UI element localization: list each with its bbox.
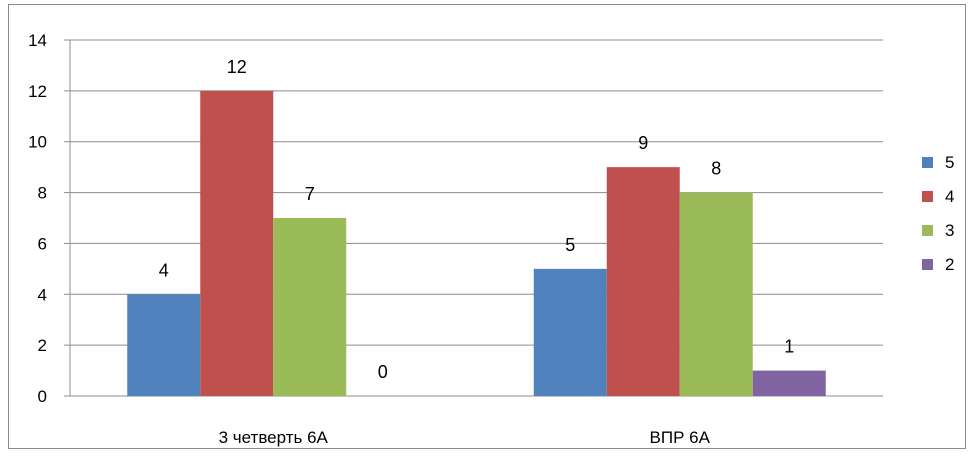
data-label: 9 [638, 133, 648, 153]
bar [273, 218, 347, 396]
y-tick-label: 14 [28, 31, 47, 50]
y-tick-label: 0 [38, 387, 47, 406]
bar [533, 268, 607, 396]
data-label: 7 [305, 184, 315, 204]
y-tick-label: 2 [38, 336, 47, 355]
y-tick-label: 10 [28, 133, 47, 152]
legend-label: 3 [945, 221, 954, 240]
x-tick-label: 3 четверть 6А [219, 428, 329, 447]
bar [127, 294, 201, 396]
bar [752, 370, 826, 396]
data-label: 1 [784, 337, 794, 357]
y-tick-label: 4 [38, 285, 47, 304]
legend-label: 4 [945, 187, 954, 206]
bar [679, 192, 753, 396]
y-tick-label: 12 [28, 82, 47, 101]
data-label: 5 [565, 235, 575, 255]
legend-label: 2 [945, 255, 954, 274]
data-label: 0 [378, 362, 388, 382]
y-tick-label: 6 [38, 234, 47, 253]
data-label: 4 [159, 260, 169, 280]
legend-swatch [922, 225, 933, 236]
data-label: 8 [711, 159, 721, 179]
bar [200, 90, 274, 396]
legend-swatch [922, 157, 933, 168]
legend-swatch [922, 259, 933, 270]
data-label: 12 [227, 57, 247, 77]
bar [606, 167, 680, 396]
legend-swatch [922, 191, 933, 202]
legend-label: 5 [945, 153, 954, 172]
y-tick-label: 8 [38, 184, 47, 203]
x-tick-label: ВПР 6А [650, 428, 711, 447]
